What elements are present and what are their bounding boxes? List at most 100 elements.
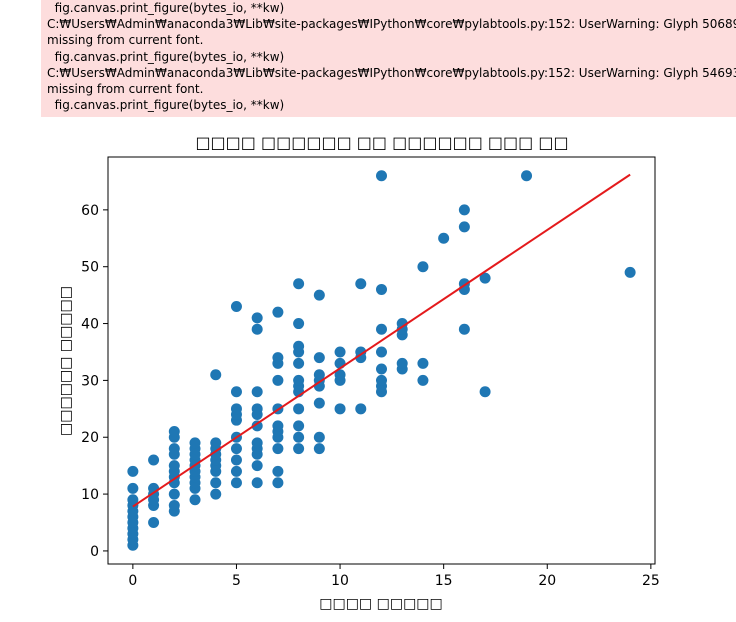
scatter-point <box>376 363 387 375</box>
scatter-point <box>624 266 636 278</box>
scatter-point <box>293 403 305 415</box>
scatter-point <box>251 323 263 335</box>
scatter-point <box>313 397 325 409</box>
scatter-point <box>230 403 242 415</box>
scatter-point <box>272 465 284 477</box>
scatter-point <box>272 374 284 386</box>
scatter-point <box>355 346 367 358</box>
scatter-point <box>230 477 242 489</box>
y-tick-label: 50 <box>81 260 99 276</box>
scatter-point <box>293 374 305 386</box>
scatter-point <box>127 465 139 477</box>
y-tick-label: 60 <box>81 203 99 219</box>
x-tick-label: 25 <box>642 573 660 589</box>
x-tick-label: 5 <box>232 573 241 589</box>
y-tick-label: 30 <box>81 373 99 389</box>
scatter-point <box>376 283 387 295</box>
warning-line: missing from current font. <box>47 33 204 48</box>
scatter-point <box>210 369 222 381</box>
scatter-point <box>210 477 222 489</box>
regression-line <box>132 173 631 508</box>
y-axis-label: □□□□□□ □□□□□ <box>58 286 74 436</box>
scatter-point <box>127 494 139 506</box>
plot-area-frame <box>107 156 656 565</box>
scatter-point <box>417 357 429 369</box>
x-tick-label: 20 <box>538 573 556 589</box>
scatter-point <box>168 443 180 455</box>
scatter-point <box>521 170 533 182</box>
x-tick-label: 0 <box>128 573 137 589</box>
scatter-point <box>313 431 325 443</box>
scatter-point <box>168 488 180 500</box>
y-tick-label: 0 <box>90 544 99 560</box>
x-tick-label: 15 <box>435 573 453 589</box>
scatter-point <box>458 323 470 335</box>
scatter-point <box>376 323 387 335</box>
scatter-point <box>293 431 305 443</box>
warning-line: C:₩Users₩Admin₩anaconda3₩Lib₩site-packag… <box>47 17 736 32</box>
scatter-point <box>251 460 263 472</box>
warning-line: fig.canvas.print_figure(bytes_io, **kw) <box>47 49 285 64</box>
scatter-point <box>293 318 305 330</box>
y-tick-label: 10 <box>81 487 99 503</box>
scatter-point <box>210 437 222 449</box>
scatter-point <box>272 443 284 455</box>
scatter-chart: □□□□ □□□□□□ □□ □□□□□□ □□□ □□ 0 5 10 15 20 25 … <box>58 133 660 612</box>
scatter-point <box>417 261 429 273</box>
scatter-point <box>293 443 305 455</box>
stderr-output-box: fig.canvas.print_figure(bytes_io, **kw) C… <box>41 0 736 117</box>
scatter-point <box>127 482 139 494</box>
x-tick-label: 10 <box>331 573 349 589</box>
warning-line: fig.canvas.print_figure(bytes_io, **kw) <box>47 98 285 113</box>
scatter-point <box>230 443 242 455</box>
scatter-point <box>251 386 263 398</box>
regression-line-layer <box>132 173 631 508</box>
scatter-point <box>313 289 325 301</box>
scatter-point <box>376 374 387 386</box>
scatter-point <box>417 374 429 386</box>
scatter-point <box>396 318 408 330</box>
scatter-point <box>334 346 346 358</box>
chart-container: □□□□ □□□□□□ □□ □□□□□□ □□□ □□ 0 5 10 15 20 25 … <box>0 117 736 617</box>
scatter-point <box>148 517 160 529</box>
warning-lines: fig.canvas.print_figure(bytes_io, **kw) C… <box>47 0 736 113</box>
warning-line: C:₩Users₩Admin₩anaconda3₩Lib₩site-packag… <box>47 65 736 80</box>
scatter-point <box>189 437 201 449</box>
scatter-point <box>210 488 222 500</box>
scatter-point <box>355 403 367 415</box>
scatter-point <box>230 300 242 312</box>
x-axis-ticks: 0 5 10 15 20 25 <box>128 564 660 589</box>
scatter-point <box>251 420 263 432</box>
scatter-point <box>168 426 180 438</box>
scatter-point <box>334 403 346 415</box>
x-axis-label: □□□□ □□□□□ <box>319 596 443 612</box>
scatter-point <box>168 460 180 472</box>
chart-title: □□□□ □□□□□□ □□ □□□□□□ □□□ □□ <box>195 133 568 152</box>
scatter-point <box>355 278 367 290</box>
scatter-point <box>458 204 470 216</box>
scatter-point <box>334 369 346 381</box>
scatter-point <box>293 357 305 369</box>
scatter-points <box>127 170 636 551</box>
scatter-point <box>272 477 284 489</box>
y-tick-label: 20 <box>81 430 99 446</box>
scatter-point <box>272 352 284 364</box>
y-tick-label: 40 <box>81 317 99 333</box>
scatter-point <box>272 306 284 318</box>
scatter-point <box>230 386 242 398</box>
scatter-point <box>251 403 263 415</box>
scatter-point <box>251 437 263 449</box>
scatter-point <box>293 420 305 432</box>
scatter-point <box>376 346 387 358</box>
scatter-point <box>168 499 180 511</box>
scatter-point <box>189 494 201 506</box>
warning-line: missing from current font. <box>47 82 204 97</box>
scatter-point <box>293 340 305 352</box>
scatter-point <box>272 420 284 432</box>
scatter-point <box>376 170 387 182</box>
scatter-point <box>230 465 242 477</box>
scatter-point <box>230 454 242 466</box>
scatter-point <box>313 352 325 364</box>
warning-line: fig.canvas.print_figure(bytes_io, **kw) <box>47 1 285 15</box>
scatter-point <box>479 272 491 284</box>
